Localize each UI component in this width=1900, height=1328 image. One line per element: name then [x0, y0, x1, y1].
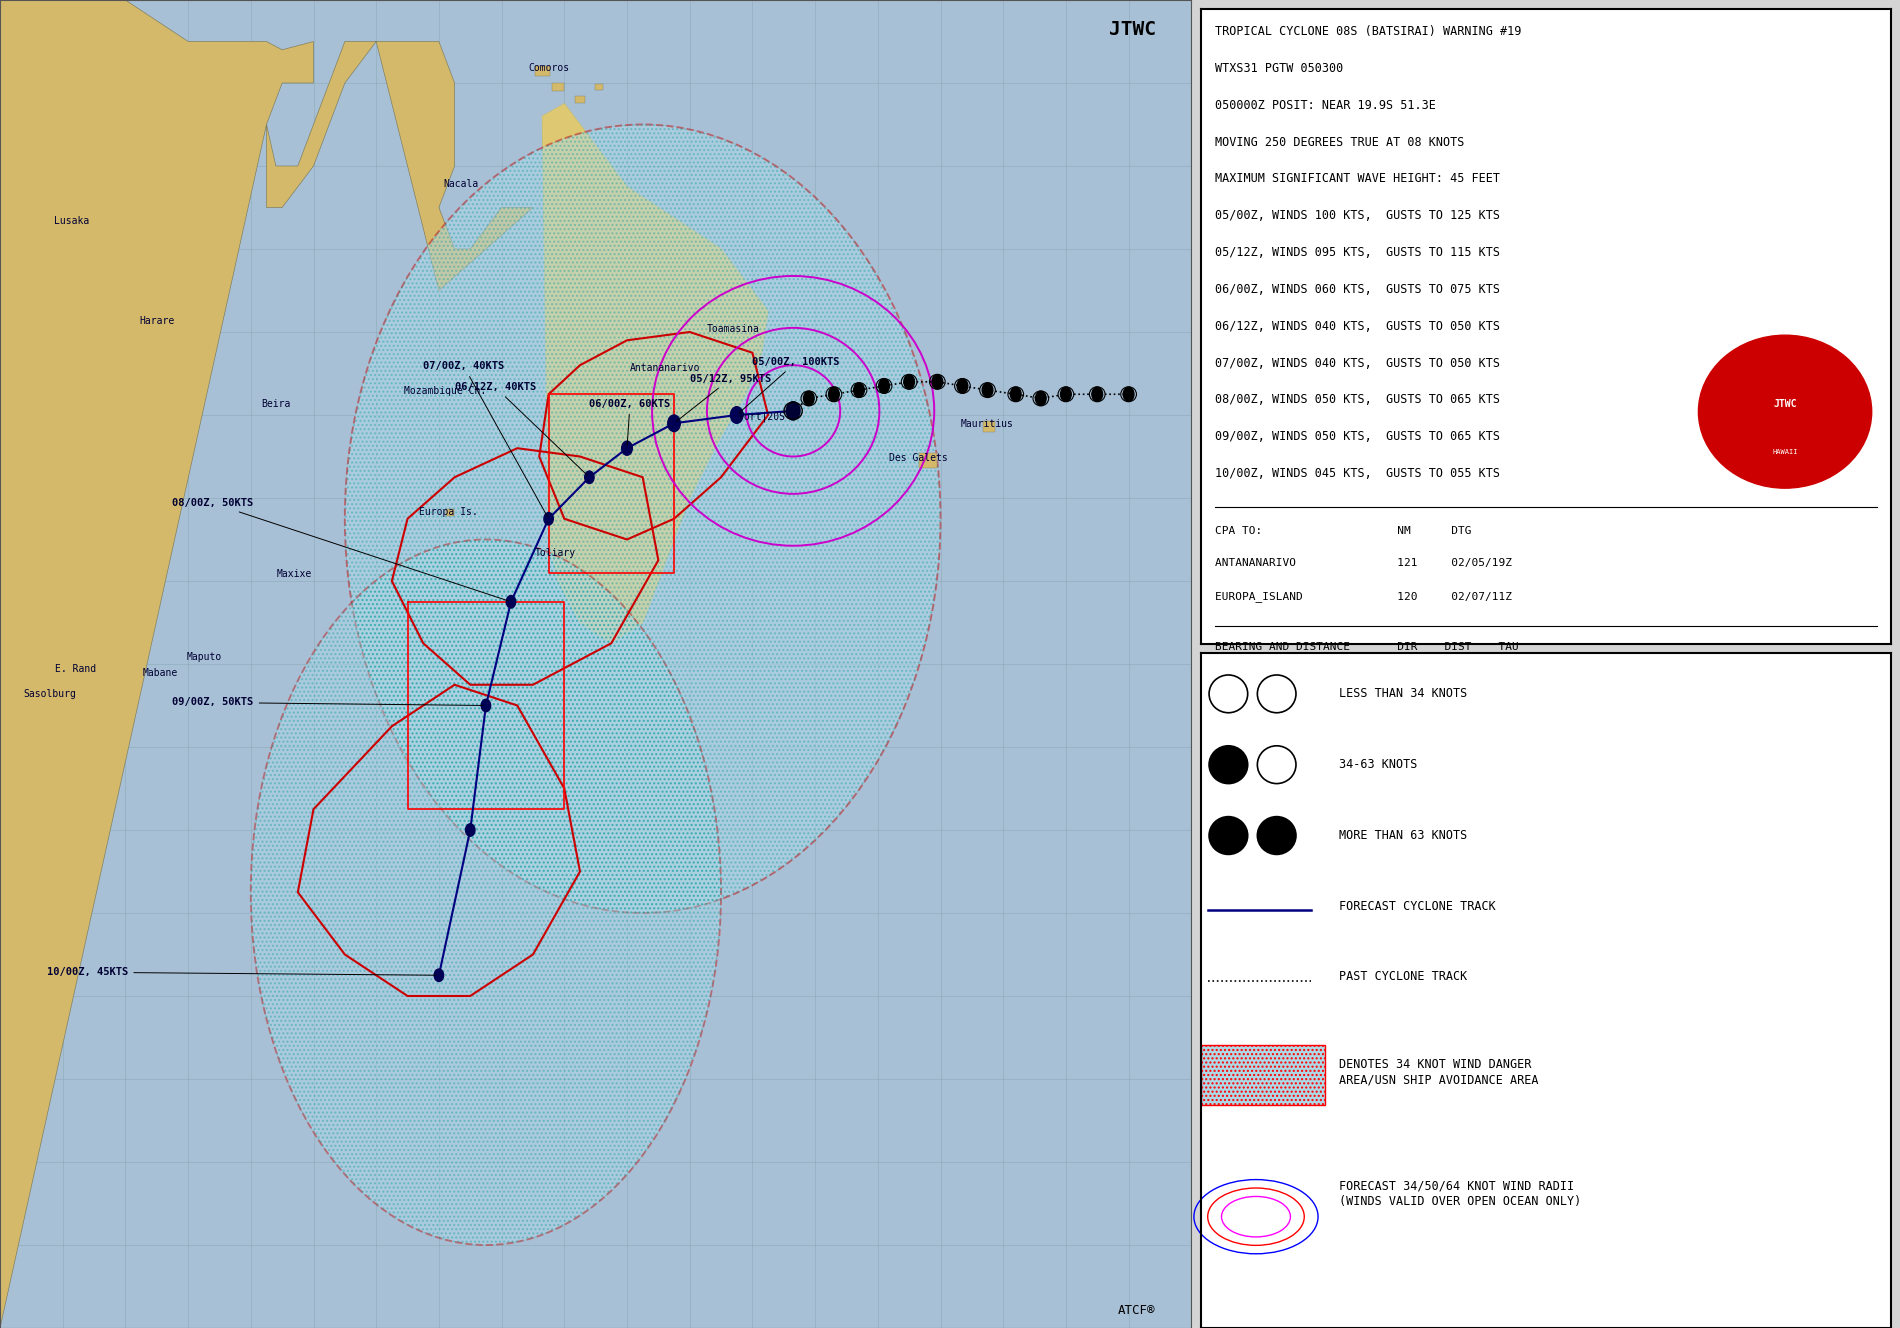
Text: TROPICAL CYCLONE 08S (BATSIRAI) WARNING #19: TROPICAL CYCLONE 08S (BATSIRAI) WARNING … — [1214, 25, 1522, 39]
Text: FORECAST CYCLONE TRACK: FORECAST CYCLONE TRACK — [1340, 899, 1495, 912]
Text: 10/00Z, 45KTS: 10/00Z, 45KTS — [48, 967, 437, 977]
Text: Des Galets: Des Galets — [889, 453, 948, 462]
Polygon shape — [542, 104, 768, 643]
Polygon shape — [982, 421, 996, 432]
Circle shape — [1060, 388, 1072, 401]
Text: 05/12Z, 95KTS: 05/12Z, 95KTS — [676, 373, 771, 421]
Text: Sasolburg: Sasolburg — [23, 689, 76, 700]
Text: Nacala: Nacala — [443, 179, 479, 189]
Text: E. Rand: E. Rand — [55, 664, 95, 675]
Text: ST_DENIS                   284     244       0: ST_DENIS 284 244 0 — [1214, 772, 1526, 782]
Text: Beira: Beira — [260, 398, 291, 409]
Circle shape — [1092, 388, 1102, 401]
Circle shape — [904, 374, 914, 389]
Circle shape — [1036, 392, 1047, 405]
Circle shape — [787, 401, 800, 420]
Text: LESS THAN 34 KNOTS: LESS THAN 34 KNOTS — [1340, 687, 1467, 700]
Text: MOVING 250 DEGREES TRUE AT 08 KNOTS: MOVING 250 DEGREES TRUE AT 08 KNOTS — [1214, 135, 1465, 149]
Polygon shape — [446, 509, 454, 515]
Text: Antananarivo: Antananarivo — [629, 364, 699, 373]
Text: Mauritius: Mauritius — [961, 420, 1015, 429]
Text: BEARING AND DISTANCE       DIR    DIST    TAU: BEARING AND DISTANCE DIR DIST TAU — [1214, 643, 1518, 652]
Text: HAWAII: HAWAII — [1773, 449, 1797, 454]
Circle shape — [958, 378, 967, 393]
Polygon shape — [553, 82, 564, 92]
Text: 08/00Z, 50KTS: 08/00Z, 50KTS — [173, 498, 509, 600]
Text: Mozambique Ch.: Mozambique Ch. — [405, 386, 486, 396]
Text: 05/12Z, WINDS 095 KTS,  GUSTS TO 115 KTS: 05/12Z, WINDS 095 KTS, GUSTS TO 115 KTS — [1214, 246, 1499, 259]
Text: 08/00Z, WINDS 050 KTS,  GUSTS TO 065 KTS: 08/00Z, WINDS 050 KTS, GUSTS TO 065 KTS — [1214, 393, 1499, 406]
Text: MAXIMUM SIGNIFICANT WAVE HEIGHT: 45 FEET: MAXIMUM SIGNIFICANT WAVE HEIGHT: 45 FEET — [1214, 173, 1499, 186]
Polygon shape — [542, 104, 768, 643]
Text: 34-63 KNOTS: 34-63 KNOTS — [1340, 758, 1417, 772]
Text: 06/00Z, WINDS 060 KTS,  GUSTS TO 075 KTS: 06/00Z, WINDS 060 KTS, GUSTS TO 075 KTS — [1214, 283, 1499, 296]
Text: CPA TO:                    NM      DTG: CPA TO: NM DTG — [1214, 526, 1471, 537]
Circle shape — [466, 823, 475, 837]
Text: Harare: Harare — [139, 316, 175, 325]
Text: Toliary: Toliary — [534, 548, 576, 558]
Circle shape — [585, 471, 595, 483]
Circle shape — [621, 441, 633, 456]
Text: Maputo: Maputo — [186, 652, 222, 661]
Circle shape — [804, 392, 815, 405]
Circle shape — [828, 388, 840, 401]
Polygon shape — [918, 453, 937, 467]
Circle shape — [1258, 817, 1296, 854]
Text: 07/00Z, 40KTS: 07/00Z, 40KTS — [424, 361, 547, 517]
Circle shape — [1011, 388, 1020, 401]
Text: 10/00Z, WINDS 045 KTS,  GUSTS TO 055 KTS: 10/00Z, WINDS 045 KTS, GUSTS TO 055 KTS — [1214, 467, 1499, 479]
Text: 05/00Z, 100KTS: 05/00Z, 100KTS — [739, 357, 840, 413]
Circle shape — [853, 382, 864, 397]
Polygon shape — [595, 84, 602, 90]
Circle shape — [730, 406, 743, 424]
Circle shape — [1123, 388, 1134, 401]
Text: 07/00Z, WINDS 040 KTS,  GUSTS TO 050 KTS: 07/00Z, WINDS 040 KTS, GUSTS TO 050 KTS — [1214, 356, 1499, 369]
Circle shape — [543, 513, 553, 525]
Ellipse shape — [344, 125, 940, 914]
Circle shape — [933, 374, 942, 389]
Circle shape — [481, 700, 490, 712]
Text: 06/00Z, 60KTS: 06/00Z, 60KTS — [589, 398, 671, 445]
Text: PAST CYCLONE TRACK: PAST CYCLONE TRACK — [1340, 971, 1467, 984]
Polygon shape — [0, 0, 532, 1328]
FancyBboxPatch shape — [1201, 1045, 1324, 1105]
Circle shape — [1699, 335, 1872, 489]
Circle shape — [505, 595, 515, 608]
Text: ATCF®: ATCF® — [1117, 1304, 1155, 1317]
Text: Mabane: Mabane — [142, 668, 177, 679]
Circle shape — [1208, 817, 1248, 854]
Text: 06/12Z, WINDS 040 KTS,  GUSTS TO 050 KTS: 06/12Z, WINDS 040 KTS, GUSTS TO 050 KTS — [1214, 320, 1499, 333]
Polygon shape — [534, 65, 551, 76]
Text: Maxixe: Maxixe — [277, 568, 312, 579]
Text: LA REUNION                 286     247       0: LA REUNION 286 247 0 — [1214, 805, 1526, 814]
Text: Toamasina: Toamasina — [707, 324, 760, 335]
Text: JTWC: JTWC — [1773, 398, 1797, 409]
Text: 09/00Z, WINDS 050 KTS,  GUSTS TO 065 KTS: 09/00Z, WINDS 050 KTS, GUSTS TO 065 KTS — [1214, 430, 1499, 444]
Text: JTWC: JTWC — [1108, 20, 1155, 39]
Circle shape — [878, 378, 889, 393]
Text: MORE THAN 63 KNOTS: MORE THAN 63 KNOTS — [1340, 829, 1467, 842]
Circle shape — [435, 969, 443, 981]
Text: FORECAST 34/50/64 KNOT WIND RADII
(WINDS VALID OVER OPEN OCEAN ONLY): FORECAST 34/50/64 KNOT WIND RADII (WINDS… — [1340, 1179, 1581, 1207]
Polygon shape — [576, 96, 585, 104]
Text: Comoros: Comoros — [528, 62, 570, 73]
Text: 06/12Z, 40KTS: 06/12Z, 40KTS — [454, 382, 587, 475]
Text: ANTANANARIVO               121     02/05/19Z: ANTANANARIVO 121 02/05/19Z — [1214, 558, 1512, 568]
Text: Lusaka: Lusaka — [55, 216, 89, 226]
Text: (NM)  (HRS): (NM) (HRS) — [1214, 675, 1518, 685]
Text: DENOTES 34 KNOT WIND DANGER
AREA/USN SHIP AVOIDANCE AREA: DENOTES 34 KNOT WIND DANGER AREA/USN SHI… — [1340, 1058, 1539, 1086]
Circle shape — [1208, 746, 1248, 784]
Text: 09/00Z, 50KTS: 09/00Z, 50KTS — [173, 697, 483, 708]
Circle shape — [667, 414, 680, 432]
Text: 050000Z POSIT: NEAR 19.9S 51.3E: 050000Z POSIT: NEAR 19.9S 51.3E — [1214, 98, 1436, 112]
Text: 05/00Z, WINDS 100 KTS,  GUSTS TO 125 KTS: 05/00Z, WINDS 100 KTS, GUSTS TO 125 KTS — [1214, 210, 1499, 222]
Text: Europa Is.: Europa Is. — [418, 506, 477, 517]
Text: ANTANANARIVO               106     223       0: ANTANANARIVO 106 223 0 — [1214, 706, 1526, 717]
Circle shape — [982, 382, 994, 397]
Text: PORT_LOUIS                 271     338       0: PORT_LOUIS 271 338 0 — [1214, 740, 1526, 750]
Text: Port|20S: Port|20S — [739, 412, 785, 422]
Text: EUROPA_ISLAND              120     02/07/11Z: EUROPA_ISLAND 120 02/07/11Z — [1214, 591, 1512, 602]
Ellipse shape — [251, 539, 720, 1246]
Text: WTXS31 PGTW 050300: WTXS31 PGTW 050300 — [1214, 62, 1343, 74]
